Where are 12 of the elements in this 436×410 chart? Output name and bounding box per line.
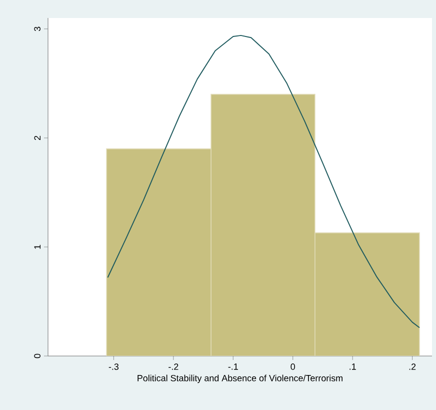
- y-tick-label: 0: [34, 354, 40, 358]
- x-tick-label: -.1: [228, 364, 238, 370]
- y-tick-label: 3: [34, 26, 40, 32]
- x-tick-label: -.3: [108, 364, 119, 370]
- line-series: [107, 34, 420, 328]
- x-tick-label: .1: [350, 364, 356, 370]
- x-tick-label: 0: [290, 364, 296, 370]
- x-axis-title: Political Stability and Absence of Violence/Terrorism: [138, 374, 342, 384]
- y-tick-label: 2: [34, 136, 40, 140]
- x-tick-label: .2: [409, 364, 416, 370]
- y-tick-label: 1: [34, 244, 40, 249]
- x-tick-label: -.2: [168, 364, 178, 370]
